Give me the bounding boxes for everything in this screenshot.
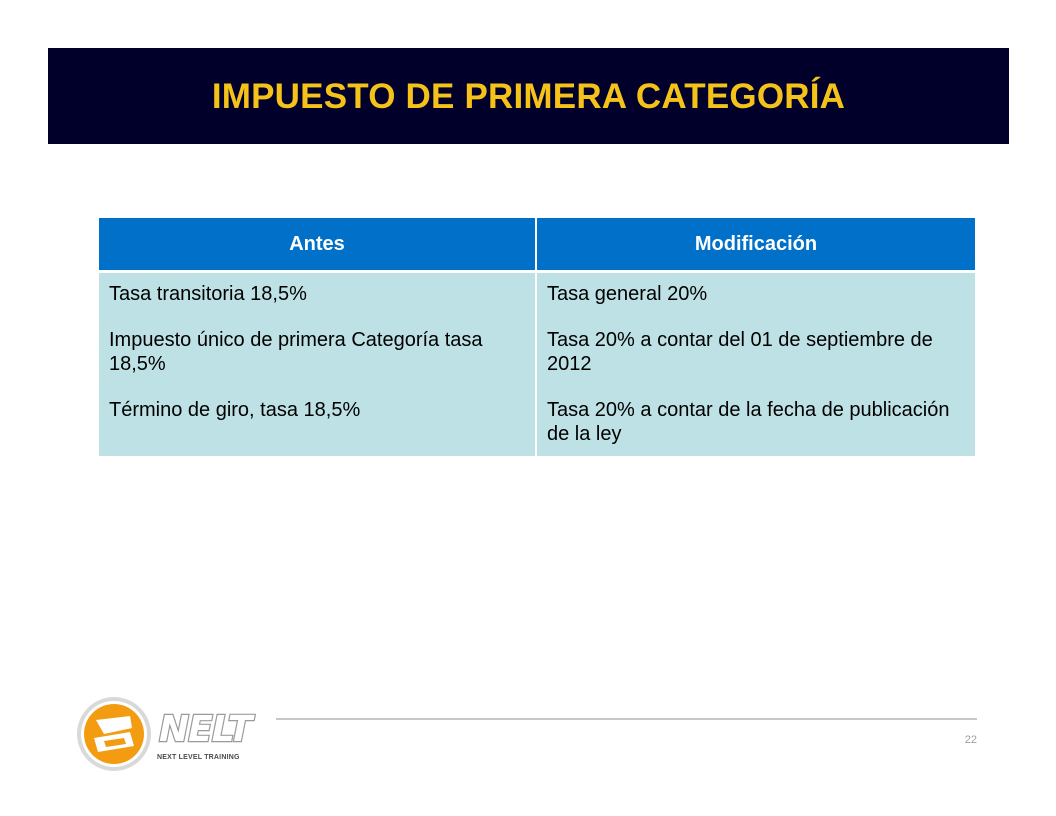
- modificacion-item: Tasa general 20%: [547, 283, 708, 305]
- column-header-modificacion: Modificación: [536, 218, 975, 273]
- logo-wordmark: NELT: [159, 709, 255, 750]
- slide-title: IMPUESTO DE PRIMERA CATEGORÍA: [211, 77, 846, 116]
- nelt-logo: NELT: [77, 697, 257, 771]
- cell-antes: Tasa transitoria 18,5% Impuesto único de…: [99, 271, 537, 456]
- comparison-table: Antes Modificación Tasa transitoria 18,5…: [99, 218, 975, 456]
- page-number: 22: [964, 734, 977, 746]
- antes-item: Tasa transitoria 18,5%: [109, 283, 307, 305]
- antes-item: Impuesto único de primera Categoría tasa…: [109, 329, 483, 375]
- cell-modificacion: Tasa general 20% Tasa 20% a contar del 0…: [536, 271, 975, 456]
- modificacion-item: Tasa 20% a contar de la fecha de publica…: [547, 399, 950, 445]
- title-bar: IMPUESTO DE PRIMERA CATEGORÍA: [48, 48, 1009, 144]
- table-header-row: Antes Modificación: [99, 218, 975, 273]
- footer-divider: [276, 718, 977, 720]
- antes-item: Término de giro, tasa 18,5%: [109, 399, 361, 421]
- modificacion-item: Tasa 20% a contar del 01 de septiembre d…: [547, 329, 933, 375]
- logo-caption: NEXT LEVEL TRAINING: [157, 754, 240, 761]
- column-header-antes: Antes: [99, 218, 537, 273]
- table-row: Tasa transitoria 18,5% Impuesto único de…: [99, 271, 975, 456]
